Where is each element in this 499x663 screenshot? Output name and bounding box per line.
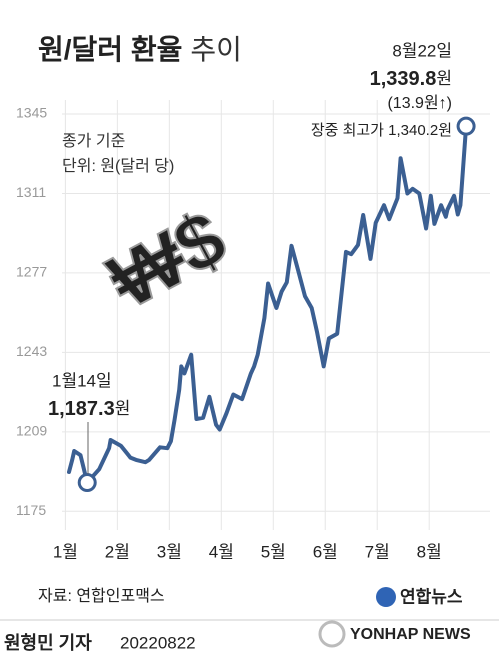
series-line xyxy=(67,124,469,485)
note: 단위: 원(달러 당) xyxy=(62,157,174,175)
end-change: (13.9원↑) xyxy=(387,94,452,112)
logo: 연합뉴스 xyxy=(400,586,463,606)
y-tick-label: 1277 xyxy=(16,264,47,280)
y-tick-label: 1345 xyxy=(16,105,47,121)
source: 자료: 연합인포맥스 xyxy=(38,587,165,605)
grid: 1175 1209 1243 1277 1311 1345 1월 2월 3월 4월 5월 6월 7월 8월 xyxy=(16,100,490,561)
point-marker xyxy=(77,473,97,493)
x-tick-label: 2월 xyxy=(105,542,130,561)
plot xyxy=(67,116,476,493)
end-value-number: 1,339.8 xyxy=(370,68,437,90)
y-tick-label: 1311 xyxy=(16,184,46,200)
x-tick-label: 4월 xyxy=(209,542,234,561)
x-tick-label: 7월 xyxy=(365,542,390,561)
chart-title: 원/달러 환율 추이 xyxy=(38,34,242,65)
y-tick-label: 1243 xyxy=(16,343,47,359)
start-value-unit: 원 xyxy=(115,399,131,418)
start-value: 1,187.3원 xyxy=(48,398,130,420)
byline-date: 20220822 xyxy=(120,633,196,652)
title-main: 원/달러 환율 xyxy=(38,34,182,65)
point-marker xyxy=(456,116,476,136)
byline-reporter: 원형민 기자 xyxy=(4,633,92,653)
end-value-unit: 원 xyxy=(436,69,452,88)
y-tick-label: 1209 xyxy=(16,423,47,439)
watermark: YONHAP NEWS xyxy=(350,626,471,643)
start-date: 1월14일 xyxy=(52,371,112,390)
x-tick-label: 3월 xyxy=(157,542,182,561)
note: 종가 기준 xyxy=(62,132,125,150)
end-date: 8월22일 xyxy=(392,41,452,60)
x-tick-label: 8월 xyxy=(417,542,442,561)
start-value-number: 1,187.3 xyxy=(48,398,115,420)
x-tick-label: 1월 xyxy=(53,542,78,561)
y-tick-label: 1175 xyxy=(16,502,46,518)
title-rest: 추이 xyxy=(190,34,242,65)
intraday-high: 장중 최고가 1,340.2원 xyxy=(311,122,452,139)
x-tick-label: 6월 xyxy=(313,542,338,561)
watermark-icon xyxy=(318,620,346,648)
logo-icon xyxy=(376,587,396,607)
x-tick-label: 5월 xyxy=(261,542,286,561)
end-value: 1,339.8원 xyxy=(370,68,452,90)
